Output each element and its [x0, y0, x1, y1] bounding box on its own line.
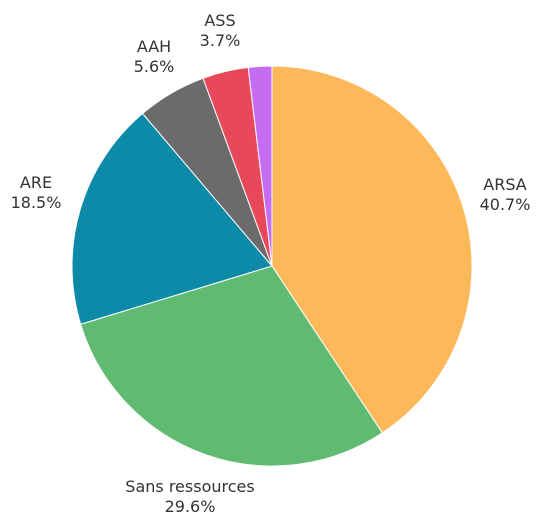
slice-label-value: 18.5%	[11, 193, 62, 212]
slice-label-name: Sans ressources	[125, 477, 254, 496]
slice-label-name: ARE	[20, 173, 52, 192]
slice-label-name: ASS	[204, 11, 235, 30]
slice-label-arsa: ARSA 40.7%	[480, 175, 531, 214]
slice-label-value: 5.6%	[134, 57, 175, 76]
slice-label-value: 3.7%	[200, 31, 241, 50]
pie-slice-other	[247, 65, 273, 267]
slice-label-value: 40.7%	[480, 195, 531, 214]
slice-label-are: ARE 18.5%	[11, 173, 62, 212]
slice-label-value: 29.6%	[165, 497, 216, 516]
pie-slice-sans-ressources	[80, 265, 384, 467]
slice-label-sans-ressources: Sans ressources 29.6%	[125, 477, 254, 516]
slice-label-ass: ASS 3.7%	[200, 11, 241, 50]
pie-slice-are	[71, 112, 273, 325]
slice-label-name: AAH	[137, 37, 171, 56]
slice-label-aah: AAH 5.6%	[134, 37, 175, 76]
slice-label-name: ARSA	[483, 175, 527, 194]
pie-labels: ARSA 40.7% Sans ressources 29.6% ARE 18.5% AAH…	[11, 11, 531, 516]
pie-slices	[71, 65, 473, 467]
